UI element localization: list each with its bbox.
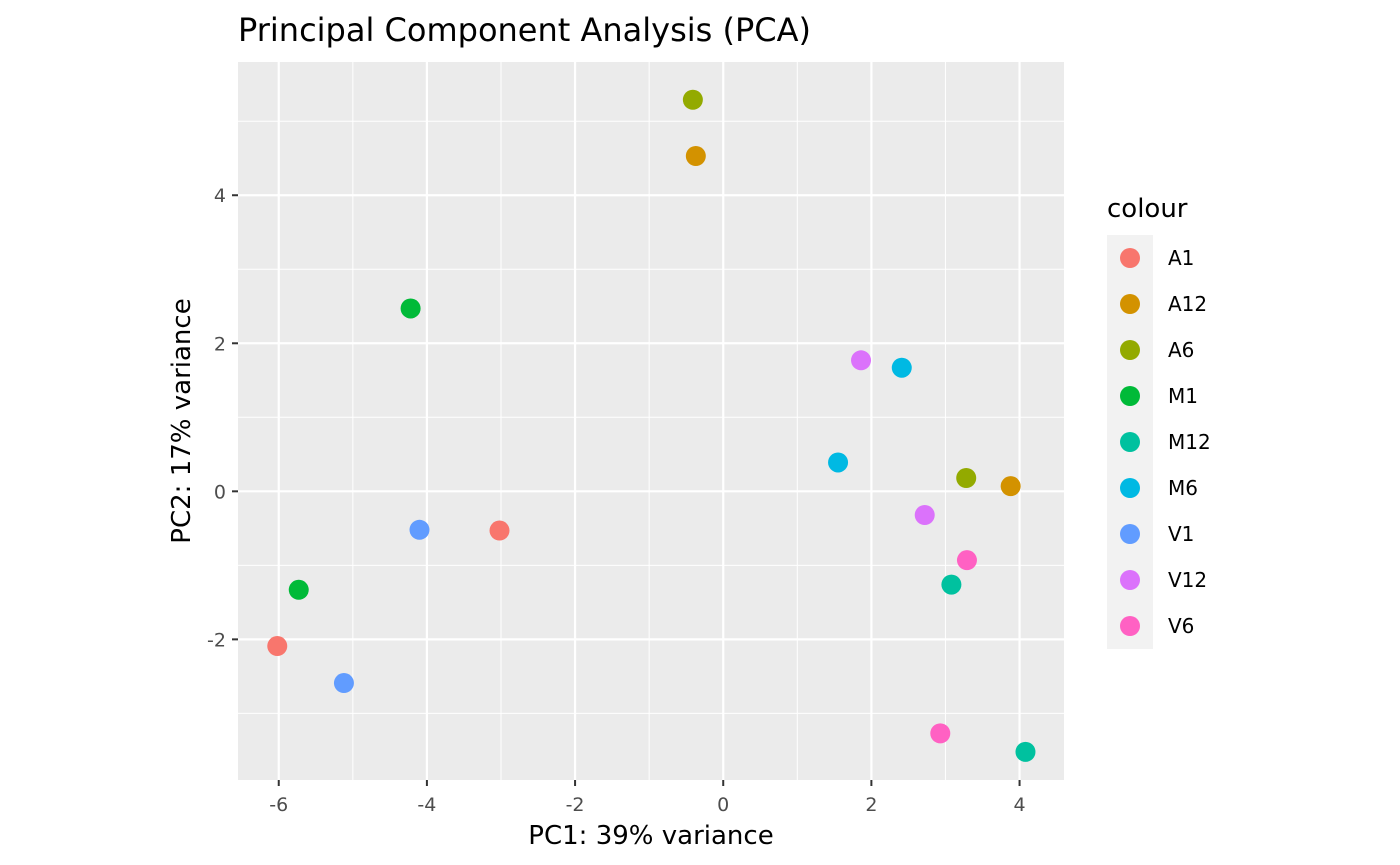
y-tick-label: 4: [214, 185, 226, 207]
data-point-m6: [828, 452, 849, 473]
x-tick-label: 4: [1014, 794, 1026, 816]
legend-key-v1: [1120, 524, 1140, 544]
legend-key-a12: [1120, 294, 1140, 314]
plot-panel: [238, 62, 1064, 780]
legend-key-m6: [1120, 478, 1140, 498]
data-point-m6: [891, 357, 912, 378]
legend-label-v1: V1: [1168, 522, 1194, 546]
legend-label-a6: A6: [1168, 338, 1194, 362]
x-tick-label: -2: [566, 794, 585, 816]
data-points: [267, 89, 1036, 762]
data-point-m12: [1015, 741, 1036, 762]
major-gridlines: [238, 62, 1064, 780]
chart-title: Principal Component Analysis (PCA): [238, 11, 811, 49]
x-tick-label: 0: [717, 794, 729, 816]
data-point-v6: [930, 723, 951, 744]
legend: colour A1 A12 A6 M1 M12 M6 V1 V12 V6: [1107, 194, 1211, 649]
minor-gridlines: [238, 62, 1064, 780]
legend-items: A1 A12 A6 M1 M12 M6 V1 V12 V6: [1120, 246, 1211, 638]
legend-label-v12: V12: [1168, 568, 1207, 592]
data-point-v1: [409, 519, 430, 540]
legend-key-m12: [1120, 432, 1140, 452]
legend-key-v12: [1120, 570, 1140, 590]
legend-title: colour: [1107, 194, 1188, 224]
data-point-v6: [956, 550, 977, 571]
legend-key-a6: [1120, 340, 1140, 360]
x-tick-label: -6: [269, 794, 288, 816]
legend-key-m1: [1120, 386, 1140, 406]
data-point-m1: [288, 579, 309, 600]
data-point-a1: [489, 520, 510, 541]
data-point-v12: [914, 505, 935, 526]
data-point-a6: [956, 467, 977, 488]
data-point-a6: [682, 89, 703, 110]
y-axis-title: PC2: 17% variance: [167, 298, 197, 543]
x-tick-label: -4: [417, 794, 436, 816]
y-tick-label: 0: [214, 481, 226, 503]
data-point-a1: [267, 636, 288, 657]
x-tick-label: 2: [865, 794, 877, 816]
y-axis: -2 0 2 4: [207, 185, 238, 651]
data-point-v12: [851, 350, 872, 371]
x-axis: -6 -4 -2 0 2 4: [269, 780, 1026, 816]
data-point-v1: [333, 673, 354, 694]
y-tick-label: -2: [207, 629, 226, 651]
legend-label-a1: A1: [1168, 246, 1194, 270]
legend-label-a12: A12: [1168, 292, 1207, 316]
legend-label-m1: M1: [1168, 384, 1198, 408]
legend-label-v6: V6: [1168, 614, 1194, 638]
x-axis-title: PC1: 39% variance: [528, 821, 773, 851]
legend-key-a1: [1120, 248, 1140, 268]
legend-label-m12: M12: [1168, 430, 1211, 454]
y-tick-label: 2: [214, 333, 226, 355]
data-point-m1: [400, 298, 421, 319]
legend-key-v6: [1120, 616, 1140, 636]
data-point-a12: [685, 146, 706, 167]
data-point-m12: [941, 574, 962, 595]
data-point-a12: [1000, 476, 1021, 497]
legend-label-m6: M6: [1168, 476, 1198, 500]
